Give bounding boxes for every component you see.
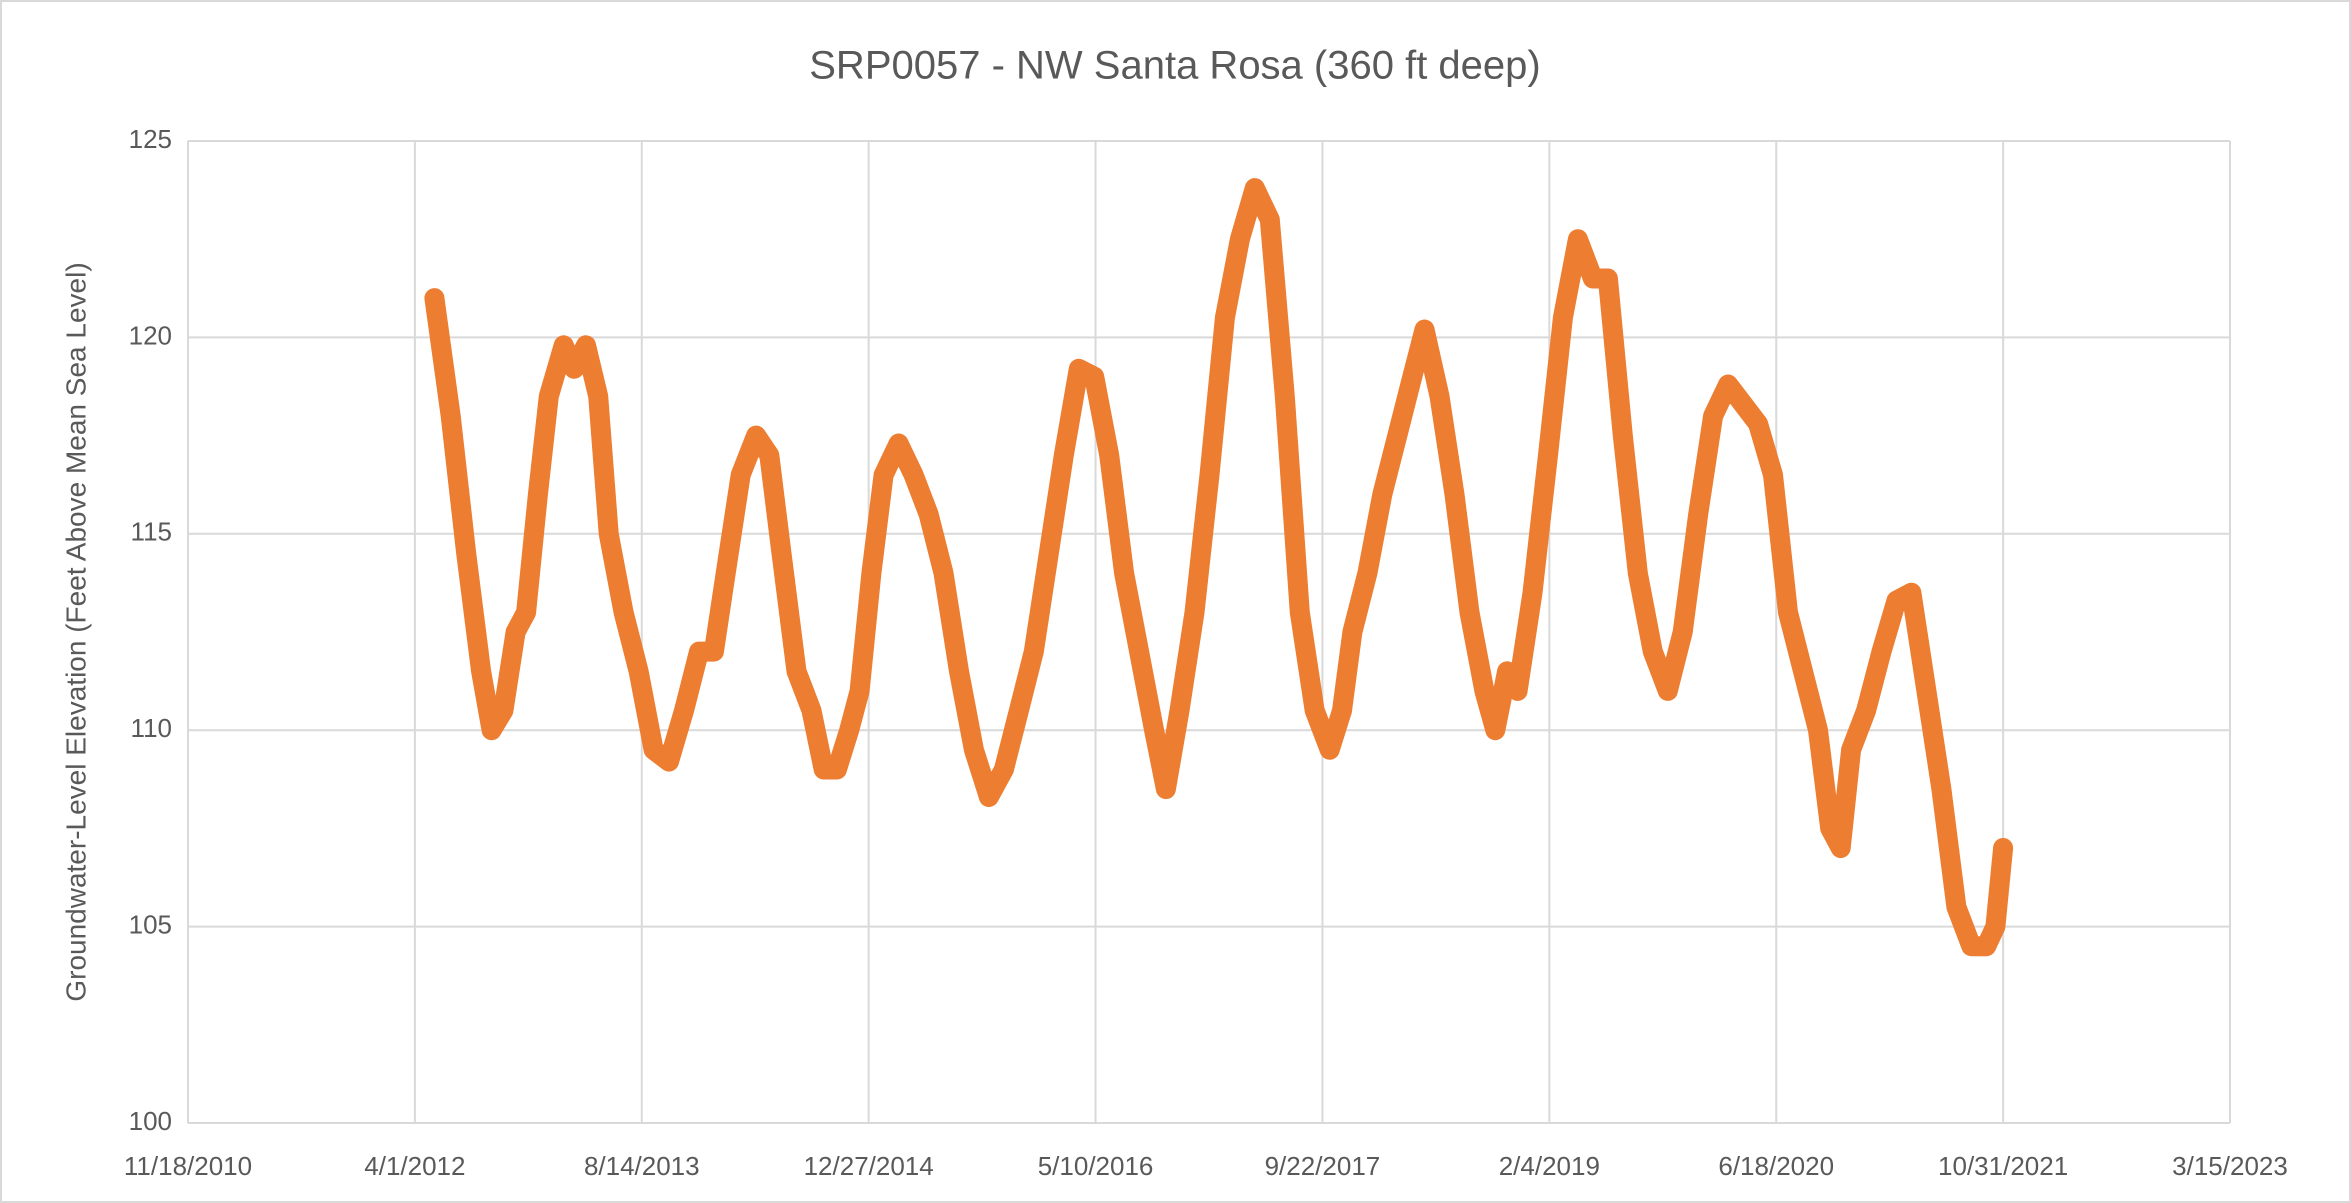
- x-tick-label: 12/27/2014: [804, 1151, 934, 1181]
- x-tick-label: 2/4/2019: [1499, 1151, 1600, 1181]
- x-tick-label: 11/18/2010: [124, 1151, 252, 1181]
- y-axis-label: Groundwater-Level Elevation (Feet Above …: [60, 262, 91, 1001]
- x-tick-label: 4/1/2012: [364, 1151, 465, 1181]
- chart-title: SRP0057 - NW Santa Rosa (360 ft deep): [809, 44, 1540, 88]
- x-tick-label: 8/14/2013: [584, 1151, 700, 1181]
- x-tick-label: 6/18/2020: [1718, 1151, 1834, 1181]
- data-line: [424, 178, 2014, 957]
- y-tick-label: 115: [131, 517, 172, 547]
- x-tick-label: 5/10/2016: [1038, 1151, 1154, 1181]
- y-tick-label: 105: [129, 909, 172, 939]
- y-tick-label: 100: [129, 1106, 172, 1136]
- x-tick-label: 3/15/2023: [2172, 1151, 2288, 1181]
- x-tick-label: 9/22/2017: [1265, 1151, 1381, 1181]
- y-tick-label: 125: [129, 124, 172, 154]
- y-tick-label: 110: [131, 713, 172, 743]
- x-tick-label: 10/31/2021: [1938, 1151, 2068, 1181]
- y-tick-label: 120: [129, 320, 172, 350]
